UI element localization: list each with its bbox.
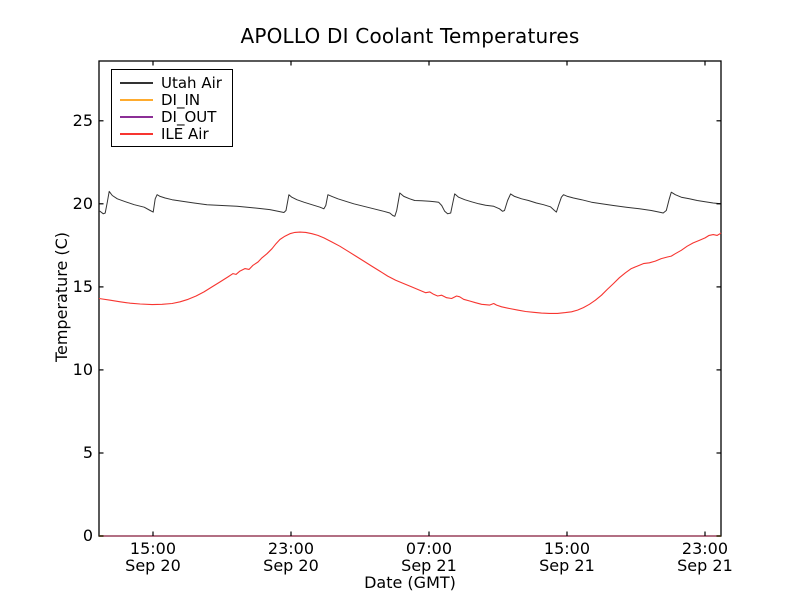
x-tick-date: Sep 20	[263, 556, 319, 575]
legend-row: DI_OUT	[120, 107, 222, 126]
legend-sample-line	[120, 115, 153, 118]
legend-label: DI_IN	[161, 90, 201, 109]
legend-row: Utah Air	[120, 73, 222, 92]
legend-sample-line	[120, 132, 153, 135]
y-tick-label: 5	[82, 442, 93, 462]
y-tick-label: 25	[72, 110, 93, 130]
legend-row: ILE Air	[120, 124, 222, 143]
legend-label: ILE Air	[161, 124, 209, 143]
y-tick-label: 20	[72, 193, 93, 213]
y-tick-label: 10	[72, 359, 93, 379]
x-tick-label: 23:00 Sep 21	[657, 540, 753, 574]
x-tick-time: 23:00	[681, 539, 728, 558]
legend-box: Utah Air DI_IN DI_OUT ILE Air	[111, 69, 233, 147]
x-tick-label: 15:00 Sep 21	[519, 540, 615, 574]
x-tick-label: 15:00 Sep 20	[105, 540, 201, 574]
x-tick-date: Sep 21	[539, 556, 595, 575]
series-line-utah-air	[98, 190, 722, 217]
x-tick-date: Sep 20	[125, 556, 181, 575]
legend-sample-line	[120, 98, 153, 101]
x-tick-time: 07:00	[405, 539, 453, 558]
y-tick-label: 0	[82, 526, 93, 545]
series-line-ile-air	[98, 231, 722, 314]
x-axis-title: Date (GMT)	[364, 573, 456, 592]
chart-title: APOLLO DI Coolant Temperatures	[240, 24, 580, 48]
x-tick-time: 23:00	[267, 539, 315, 558]
x-tick-label: 23:00 Sep 20	[243, 540, 339, 574]
legend-label: Utah Air	[161, 73, 222, 92]
x-tick-label: 07:00 Sep 21	[381, 540, 477, 574]
x-tick-date: Sep 21	[401, 556, 457, 575]
x-tick-time: 15:00	[129, 539, 177, 558]
legend-row: DI_IN	[120, 90, 222, 109]
legend-label: DI_OUT	[161, 107, 217, 126]
legend-sample-line	[120, 81, 153, 84]
x-tick-time: 15:00	[543, 539, 590, 558]
x-tick-date: Sep 21	[677, 556, 733, 575]
y-tick-label: 15	[72, 276, 93, 296]
